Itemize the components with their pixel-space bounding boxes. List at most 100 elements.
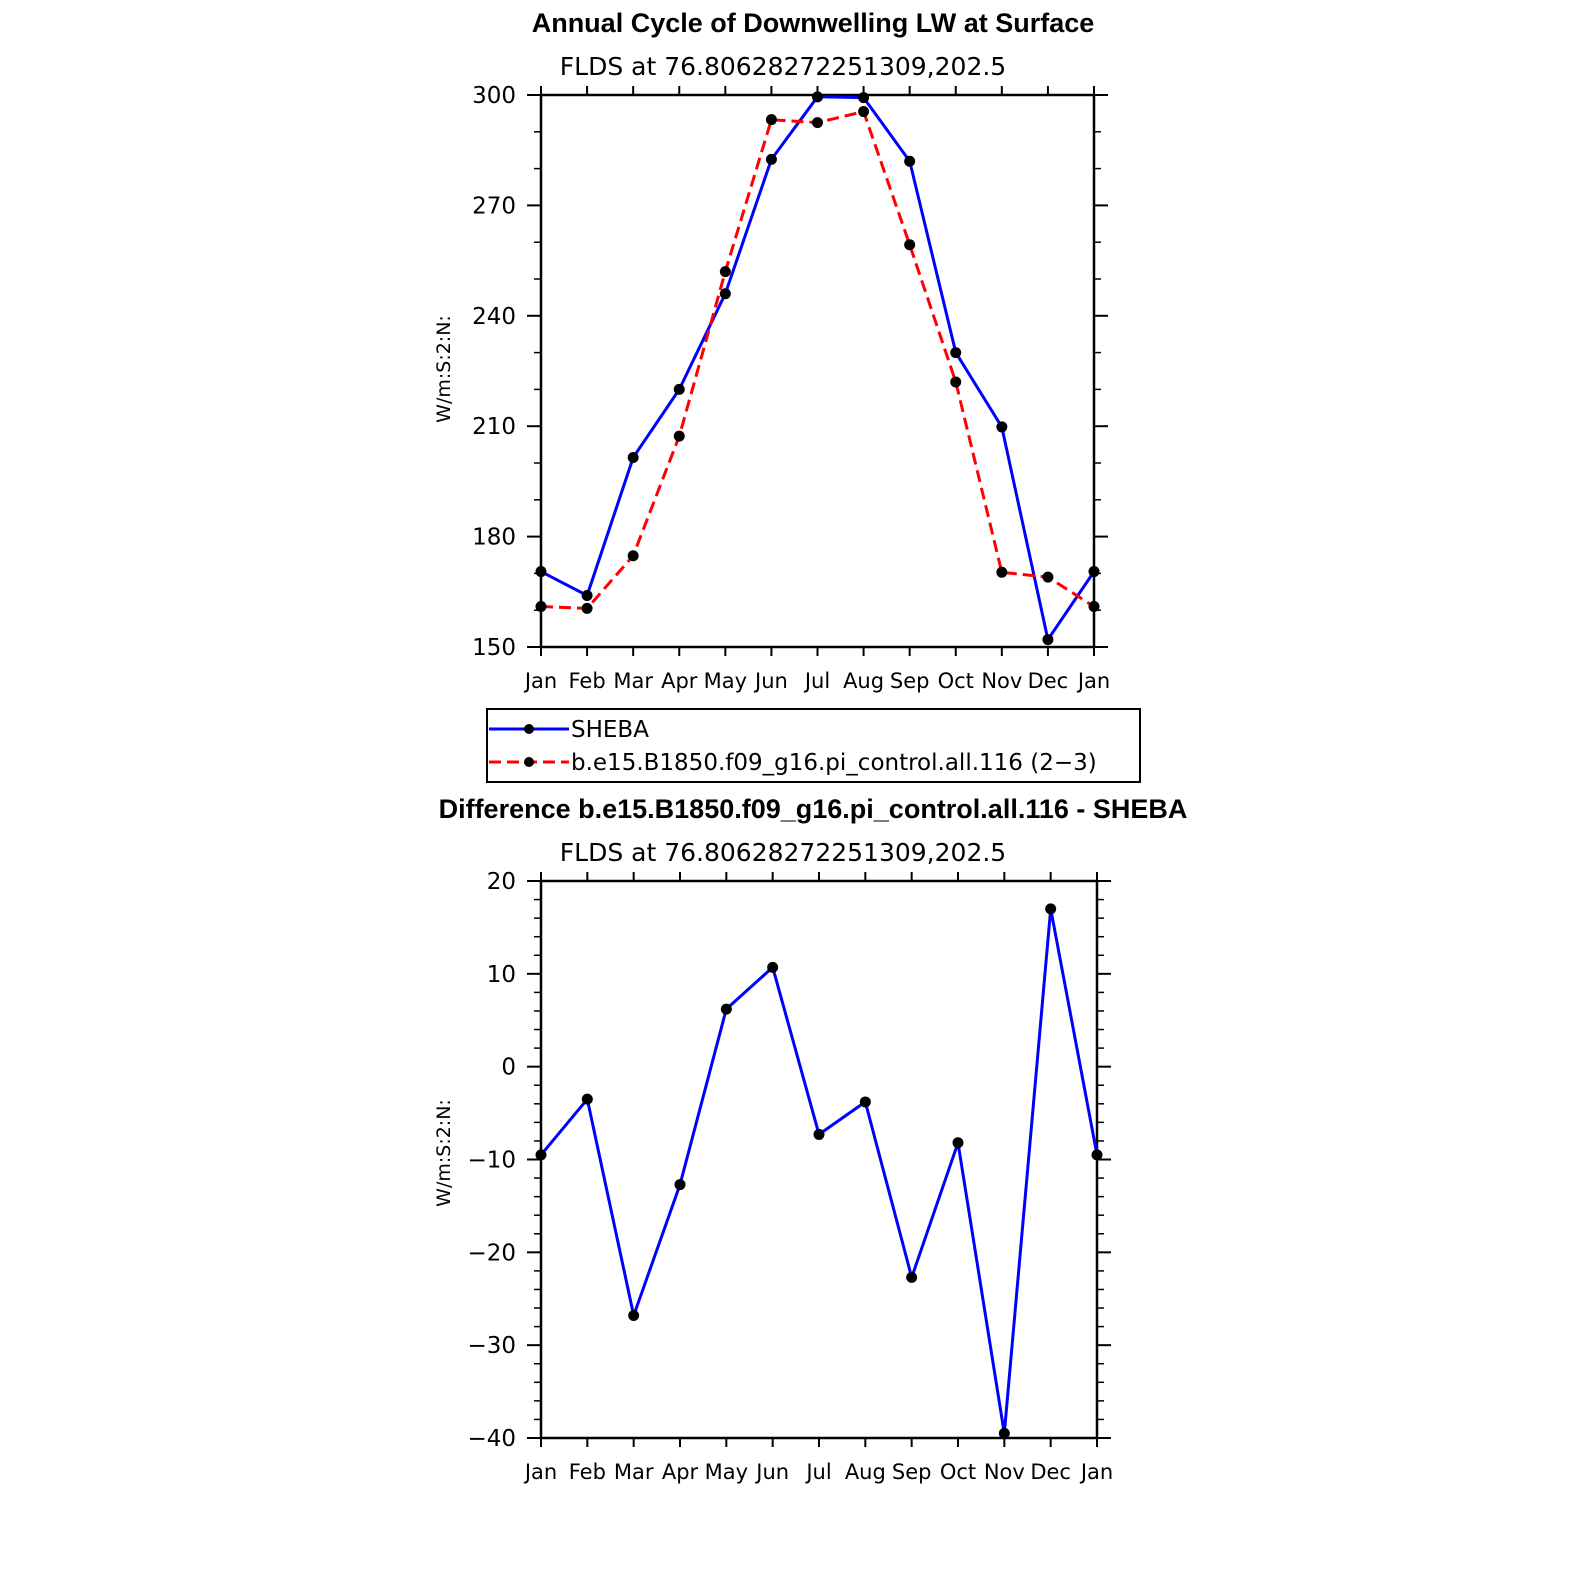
- legend-label: b.e15.B1850.f09_g16.pi_control.all.116 (…: [571, 750, 1097, 776]
- y-tick-label: 0: [501, 1055, 516, 1081]
- data-point: [535, 1149, 547, 1161]
- chart-title: Difference b.e15.B1850.f09_g16.pi_contro…: [439, 794, 1188, 824]
- data-point: [1042, 634, 1054, 646]
- x-tick-label: Nov: [981, 669, 1022, 693]
- annual-cycle-chart: Annual Cycle of Downwelling LW at Surfac…: [433, 8, 1141, 783]
- series-line: [540, 95, 1096, 642]
- data-point: [581, 602, 593, 614]
- x-tick-label: Dec: [1030, 1460, 1071, 1484]
- data-point: [627, 550, 639, 562]
- data-point: [996, 566, 1008, 578]
- data-point: [581, 589, 593, 601]
- data-point: [812, 117, 823, 129]
- x-tick-label: Aug: [845, 1460, 886, 1484]
- x-tick-label: Mar: [614, 1460, 654, 1484]
- x-tick-label: Jan: [1079, 1460, 1113, 1484]
- data-point: [858, 92, 870, 104]
- plot-frame: [539, 879, 1099, 1440]
- legend-label: SHEBA: [571, 717, 649, 743]
- y-axis-label: W/m:S:2:N:: [433, 1099, 455, 1207]
- data-point: [858, 106, 870, 118]
- x-tick-label: Feb: [569, 1460, 606, 1484]
- x-tick-label: Jan: [523, 669, 557, 693]
- y-tick-label: −40: [467, 1426, 516, 1452]
- y-tick-label: 150: [472, 635, 516, 661]
- data-point: [904, 239, 916, 251]
- x-tick-label: Oct: [940, 1460, 976, 1484]
- x-tick-label: Feb: [568, 669, 605, 693]
- y-tick-label: 20: [487, 869, 516, 895]
- legend-entry: SHEBA: [489, 717, 649, 743]
- plot-axes: Jan Feb Mar Apr May Jun Jul Aug Sep Oct Nov Dec Jan 1…: [472, 83, 1110, 693]
- x-tick-label: Jan: [1076, 669, 1110, 693]
- x-tick-label: Apr: [661, 669, 698, 693]
- x-tick-label: Jun: [754, 1460, 789, 1484]
- legend: SHEBA b.e15.B1850.f09_g16.pi_control.all…: [486, 708, 1141, 783]
- data-point: [673, 430, 685, 442]
- chart-subtitle: FLDS at 76.80628272251309,202.5: [560, 838, 1006, 867]
- x-tick-label: Sep: [892, 1460, 932, 1484]
- series-line: [539, 907, 1099, 1435]
- plot-marks: [535, 903, 1103, 1439]
- data-point: [765, 114, 777, 126]
- x-tick-label: May: [704, 669, 747, 693]
- data-point: [674, 1179, 686, 1191]
- y-tick-label: 300: [472, 83, 516, 109]
- x-tick-label: Mar: [613, 669, 653, 693]
- data-point: [765, 153, 777, 165]
- data-point: [719, 288, 731, 300]
- data-point: [1045, 903, 1057, 915]
- y-tick-label: −20: [467, 1240, 516, 1266]
- series-line: [540, 110, 1095, 610]
- data-point: [996, 421, 1008, 433]
- x-tick-label: Jul: [803, 669, 830, 693]
- data-point: [906, 1271, 918, 1283]
- difference-chart: Difference b.e15.B1850.f09_g16.pi_contro…: [433, 794, 1187, 1484]
- data-point: [1088, 566, 1100, 578]
- data-point: [813, 1128, 825, 1140]
- legend-swatch-marker: [524, 757, 534, 767]
- data-point: [628, 1309, 640, 1321]
- data-point: [952, 1137, 964, 1149]
- chart-title: Annual Cycle of Downwelling LW at Surfac…: [532, 8, 1095, 38]
- data-point: [998, 1427, 1010, 1439]
- plot-axes: Jan Feb Mar Apr May Jun Jul Aug Sep Oct Nov Dec Jan−…: [467, 869, 1113, 1484]
- y-tick-label: −10: [467, 1148, 516, 1174]
- x-tick-label: Sep: [890, 669, 930, 693]
- plot-frame: [539, 93, 1096, 649]
- x-tick-label: Jul: [804, 1460, 831, 1484]
- data-point: [535, 566, 547, 578]
- data-point: [950, 347, 962, 359]
- data-point: [950, 376, 962, 388]
- x-tick-label: Oct: [938, 669, 974, 693]
- data-point: [767, 961, 779, 973]
- data-point: [581, 1093, 593, 1105]
- chart-subtitle: FLDS at 76.80628272251309,202.5: [560, 52, 1006, 81]
- x-tick-label: May: [705, 1460, 748, 1484]
- legend-swatch-marker: [524, 724, 534, 734]
- data-point: [673, 383, 685, 395]
- data-point: [812, 91, 823, 103]
- x-tick-label: Jan: [523, 1460, 557, 1484]
- x-tick-label: Nov: [984, 1460, 1025, 1484]
- data-point: [859, 1096, 871, 1108]
- y-tick-label: 210: [472, 414, 516, 440]
- data-point: [535, 601, 547, 613]
- data-point: [1042, 571, 1054, 583]
- x-tick-label: Aug: [843, 669, 884, 693]
- y-tick-label: −30: [467, 1333, 516, 1359]
- x-tick-label: Apr: [662, 1460, 699, 1484]
- data-point: [904, 155, 916, 167]
- y-axis-label: W/m:S:2:N:: [433, 315, 455, 423]
- x-tick-label: Jun: [753, 669, 788, 693]
- data-point: [719, 266, 731, 278]
- y-tick-label: 180: [472, 525, 516, 551]
- y-tick-label: 240: [472, 304, 516, 330]
- legend-box: [486, 708, 1141, 783]
- plot-marks: [535, 91, 1100, 646]
- y-tick-label: 10: [487, 962, 516, 988]
- y-tick-label: 270: [472, 193, 516, 219]
- data-point: [627, 451, 639, 463]
- data-point: [1088, 601, 1100, 613]
